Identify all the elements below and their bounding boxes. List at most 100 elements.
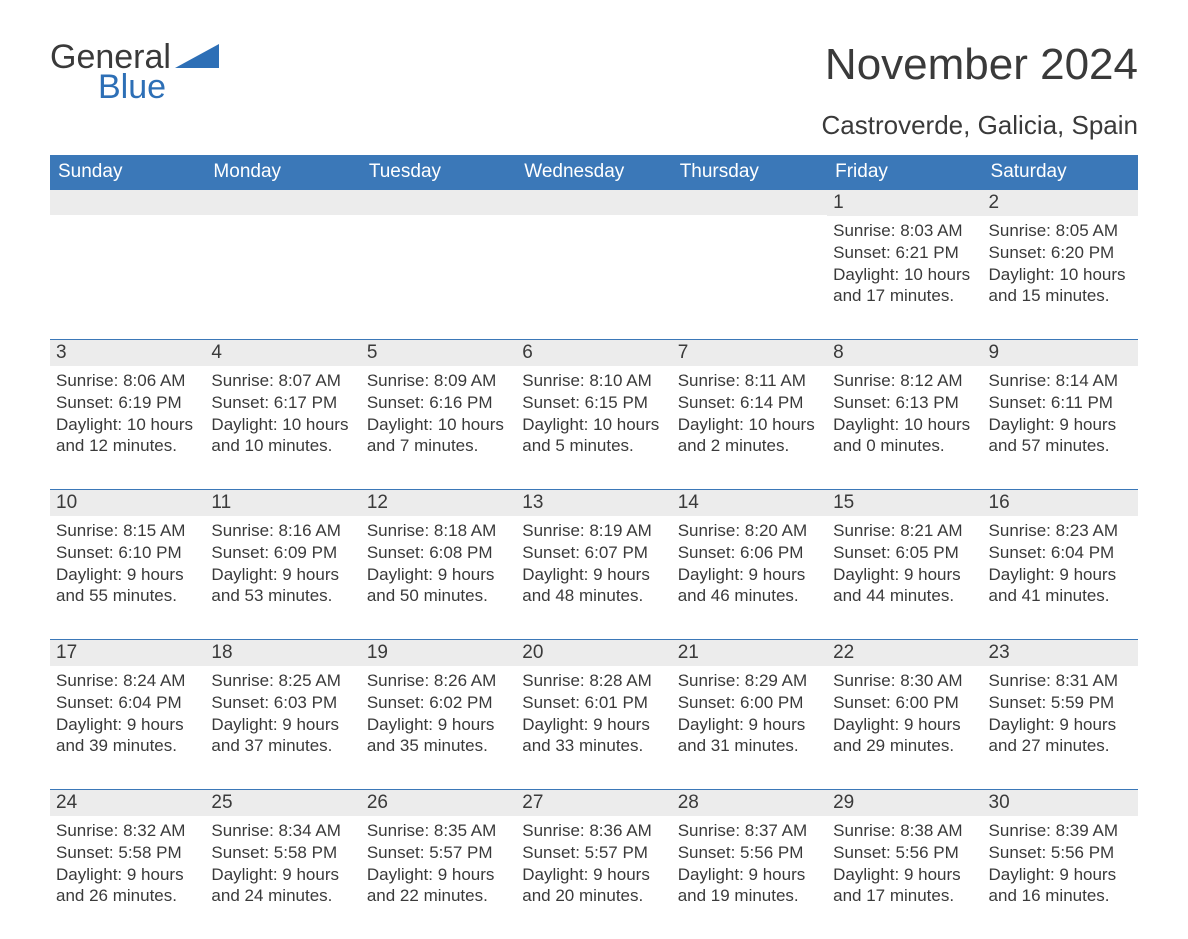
weekday-header: Tuesday [361, 155, 516, 189]
sunrise-text: Sunrise: 8:23 AM [989, 520, 1132, 542]
day-cell: 16Sunrise: 8:23 AMSunset: 6:04 PMDayligh… [983, 489, 1138, 609]
day-cell: 6Sunrise: 8:10 AMSunset: 6:15 PMDaylight… [516, 339, 671, 459]
daylight-text-1: Daylight: 9 hours [833, 864, 976, 886]
day-number [50, 189, 205, 215]
daylight-text-1: Daylight: 9 hours [56, 564, 199, 586]
daylight-text-1: Daylight: 9 hours [678, 714, 821, 736]
daylight-text-2: and 53 minutes. [211, 585, 354, 607]
week-row: 3Sunrise: 8:06 AMSunset: 6:19 PMDaylight… [50, 339, 1138, 459]
sunset-text: Sunset: 6:03 PM [211, 692, 354, 714]
day-body: Sunrise: 8:12 AMSunset: 6:13 PMDaylight:… [827, 366, 982, 459]
day-body: Sunrise: 8:07 AMSunset: 6:17 PMDaylight:… [205, 366, 360, 459]
sunset-text: Sunset: 5:58 PM [211, 842, 354, 864]
day-body: Sunrise: 8:10 AMSunset: 6:15 PMDaylight:… [516, 366, 671, 459]
day-cell: 13Sunrise: 8:19 AMSunset: 6:07 PMDayligh… [516, 489, 671, 609]
daylight-text-2: and 19 minutes. [678, 885, 821, 907]
day-number: 4 [205, 339, 360, 366]
day-number: 17 [50, 639, 205, 666]
daylight-text-1: Daylight: 10 hours [833, 264, 976, 286]
sunrise-text: Sunrise: 8:36 AM [522, 820, 665, 842]
day-cell: 15Sunrise: 8:21 AMSunset: 6:05 PMDayligh… [827, 489, 982, 609]
sunrise-text: Sunrise: 8:39 AM [989, 820, 1132, 842]
sunrise-text: Sunrise: 8:09 AM [367, 370, 510, 392]
day-number: 25 [205, 789, 360, 816]
day-cell: 11Sunrise: 8:16 AMSunset: 6:09 PMDayligh… [205, 489, 360, 609]
day-number: 5 [361, 339, 516, 366]
sunrise-text: Sunrise: 8:03 AM [833, 220, 976, 242]
day-number [516, 189, 671, 215]
day-body [672, 215, 827, 305]
day-body: Sunrise: 8:37 AMSunset: 5:56 PMDaylight:… [672, 816, 827, 909]
day-body: Sunrise: 8:14 AMSunset: 6:11 PMDaylight:… [983, 366, 1138, 459]
daylight-text-2: and 5 minutes. [522, 435, 665, 457]
day-cell: 23Sunrise: 8:31 AMSunset: 5:59 PMDayligh… [983, 639, 1138, 759]
day-cell: 29Sunrise: 8:38 AMSunset: 5:56 PMDayligh… [827, 789, 982, 909]
brand-word-2: Blue [98, 70, 171, 104]
weekday-header-row: Sunday Monday Tuesday Wednesday Thursday… [50, 155, 1138, 189]
day-cell: 28Sunrise: 8:37 AMSunset: 5:56 PMDayligh… [672, 789, 827, 909]
day-number: 13 [516, 489, 671, 516]
day-cell: 17Sunrise: 8:24 AMSunset: 6:04 PMDayligh… [50, 639, 205, 759]
day-cell: 21Sunrise: 8:29 AMSunset: 6:00 PMDayligh… [672, 639, 827, 759]
sunrise-text: Sunrise: 8:30 AM [833, 670, 976, 692]
sunset-text: Sunset: 5:58 PM [56, 842, 199, 864]
day-body: Sunrise: 8:30 AMSunset: 6:00 PMDaylight:… [827, 666, 982, 759]
sunrise-text: Sunrise: 8:10 AM [522, 370, 665, 392]
daylight-text-2: and 55 minutes. [56, 585, 199, 607]
day-body: Sunrise: 8:29 AMSunset: 6:00 PMDaylight:… [672, 666, 827, 759]
week-row: 24Sunrise: 8:32 AMSunset: 5:58 PMDayligh… [50, 789, 1138, 909]
day-number: 10 [50, 489, 205, 516]
daylight-text-1: Daylight: 9 hours [989, 864, 1132, 886]
day-cell: 12Sunrise: 8:18 AMSunset: 6:08 PMDayligh… [361, 489, 516, 609]
daylight-text-2: and 48 minutes. [522, 585, 665, 607]
sunrise-text: Sunrise: 8:12 AM [833, 370, 976, 392]
daylight-text-2: and 12 minutes. [56, 435, 199, 457]
daylight-text-1: Daylight: 9 hours [522, 714, 665, 736]
weekday-header: Monday [205, 155, 360, 189]
daylight-text-1: Daylight: 10 hours [56, 414, 199, 436]
brand-logo: General Blue [50, 40, 221, 104]
sunrise-text: Sunrise: 8:29 AM [678, 670, 821, 692]
calendar-grid: Sunday Monday Tuesday Wednesday Thursday… [50, 155, 1138, 909]
sunset-text: Sunset: 6:08 PM [367, 542, 510, 564]
daylight-text-2: and 57 minutes. [989, 435, 1132, 457]
sunset-text: Sunset: 6:01 PM [522, 692, 665, 714]
sunset-text: Sunset: 6:20 PM [989, 242, 1132, 264]
day-number: 16 [983, 489, 1138, 516]
day-number: 8 [827, 339, 982, 366]
daylight-text-2: and 50 minutes. [367, 585, 510, 607]
day-number: 18 [205, 639, 360, 666]
sunset-text: Sunset: 6:13 PM [833, 392, 976, 414]
daylight-text-2: and 15 minutes. [989, 285, 1132, 307]
sunset-text: Sunset: 5:56 PM [989, 842, 1132, 864]
day-number: 15 [827, 489, 982, 516]
day-number: 9 [983, 339, 1138, 366]
sunrise-text: Sunrise: 8:37 AM [678, 820, 821, 842]
day-body: Sunrise: 8:26 AMSunset: 6:02 PMDaylight:… [361, 666, 516, 759]
day-body: Sunrise: 8:15 AMSunset: 6:10 PMDaylight:… [50, 516, 205, 609]
sunset-text: Sunset: 6:10 PM [56, 542, 199, 564]
sunrise-text: Sunrise: 8:07 AM [211, 370, 354, 392]
day-cell: 5Sunrise: 8:09 AMSunset: 6:16 PMDaylight… [361, 339, 516, 459]
daylight-text-1: Daylight: 9 hours [989, 414, 1132, 436]
daylight-text-2: and 33 minutes. [522, 735, 665, 757]
daylight-text-1: Daylight: 10 hours [678, 414, 821, 436]
day-number: 26 [361, 789, 516, 816]
day-cell [50, 189, 205, 309]
day-body: Sunrise: 8:11 AMSunset: 6:14 PMDaylight:… [672, 366, 827, 459]
day-cell: 1Sunrise: 8:03 AMSunset: 6:21 PMDaylight… [827, 189, 982, 309]
sunset-text: Sunset: 6:19 PM [56, 392, 199, 414]
day-number: 30 [983, 789, 1138, 816]
day-cell: 14Sunrise: 8:20 AMSunset: 6:06 PMDayligh… [672, 489, 827, 609]
day-number [672, 189, 827, 215]
daylight-text-1: Daylight: 9 hours [989, 564, 1132, 586]
day-number: 11 [205, 489, 360, 516]
day-number: 24 [50, 789, 205, 816]
day-body: Sunrise: 8:34 AMSunset: 5:58 PMDaylight:… [205, 816, 360, 909]
daylight-text-1: Daylight: 9 hours [56, 714, 199, 736]
daylight-text-1: Daylight: 9 hours [56, 864, 199, 886]
day-body: Sunrise: 8:28 AMSunset: 6:01 PMDaylight:… [516, 666, 671, 759]
day-cell: 3Sunrise: 8:06 AMSunset: 6:19 PMDaylight… [50, 339, 205, 459]
sunset-text: Sunset: 6:21 PM [833, 242, 976, 264]
sunset-text: Sunset: 5:56 PM [833, 842, 976, 864]
